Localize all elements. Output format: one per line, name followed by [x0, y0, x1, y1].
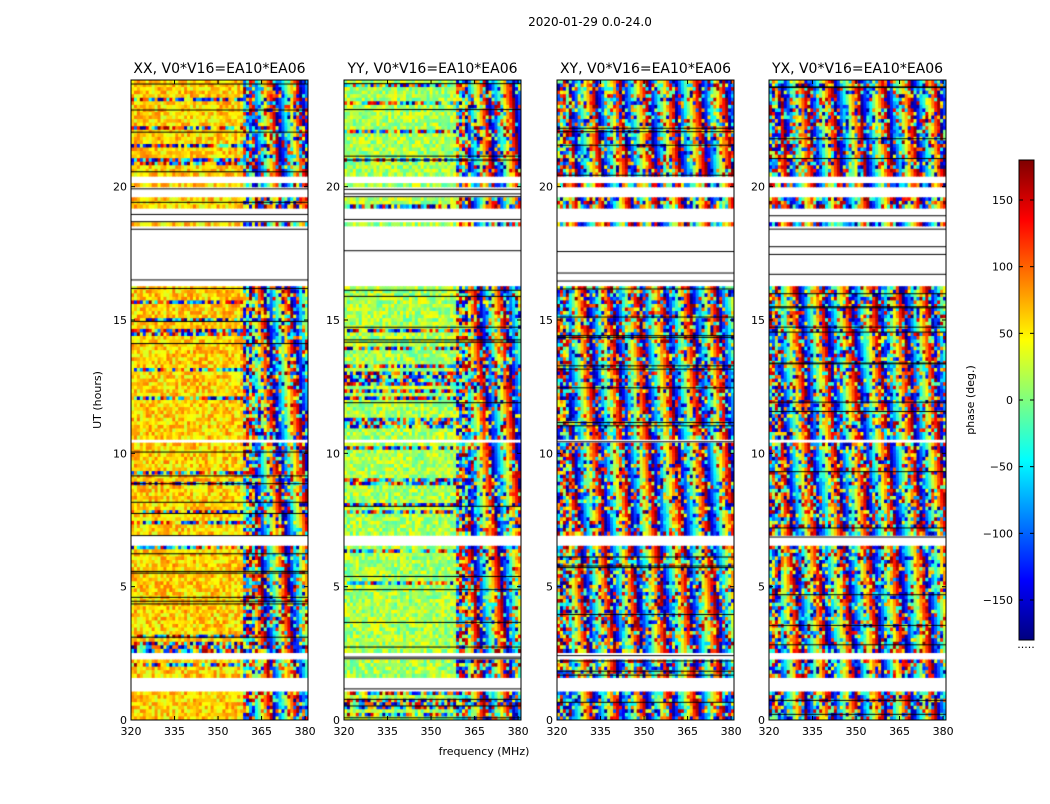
y-tick-label: 0	[120, 714, 127, 727]
colorbar-tick-label: −150	[983, 594, 1013, 607]
y-tick-label: 10	[751, 447, 765, 460]
x-tick-label: 320	[547, 725, 568, 738]
x-tick-label: 350	[846, 725, 867, 738]
y-tick-label: 10	[113, 447, 127, 460]
y-tick-label: 15	[751, 314, 765, 327]
heatmap-canvas-3	[769, 80, 946, 720]
y-tick-label: 0	[333, 714, 340, 727]
y-tick-label: 20	[326, 181, 340, 194]
panel-1: YY, V0*V16=EA10*EA06 320 335 350 365 380 0 5 10 1…	[326, 61, 529, 738]
x-tick-label: 380	[933, 725, 954, 738]
panel-frame-2	[556, 79, 735, 721]
heatmap-canvas-2	[557, 80, 734, 720]
x-tick-label: 365	[464, 725, 485, 738]
y-tick-label: 5	[758, 581, 765, 594]
x-tick-label: 335	[590, 725, 611, 738]
y-tick-label: 10	[539, 447, 553, 460]
x-tick-label: 365	[677, 725, 698, 738]
colorbar-tick-label: −100	[983, 527, 1013, 540]
heatmap-2	[557, 80, 734, 720]
y-tick-label: 0	[546, 714, 553, 727]
panel-title-0: XX, V0*V16=EA10*EA06	[133, 61, 305, 77]
x-tick-label: 335	[802, 725, 823, 738]
heatmap-0	[131, 80, 308, 720]
x-tick-label: 320	[759, 725, 780, 738]
x-tick-label: 365	[889, 725, 910, 738]
panel-title-1: YY, V0*V16=EA10*EA06	[346, 61, 517, 77]
y-tick-label: 5	[546, 581, 553, 594]
y-tick-label: 15	[539, 314, 553, 327]
panel-3: YX, V0*V16=EA10*EA06 320 335 350 365 380 0 5 10 1…	[751, 61, 954, 738]
x-tick-label: 350	[208, 725, 229, 738]
x-tick-label: 380	[508, 725, 529, 738]
y-tick-label: 10	[326, 447, 340, 460]
y-tick-label: 20	[751, 181, 765, 194]
y-tick-label: 20	[539, 181, 553, 194]
heatmap-canvas-0	[131, 80, 308, 720]
y-axis-label: UT (hours)	[91, 371, 104, 429]
panel-frame-3	[768, 79, 947, 721]
colorbar-tick-label: 100	[992, 261, 1013, 274]
y-tick-label: 0	[758, 714, 765, 727]
colorbar-tick-label: 0	[1006, 394, 1013, 407]
heatmap-1	[344, 80, 521, 720]
panel-title-2: XY, V0*V16=EA10*EA06	[560, 61, 731, 77]
x-tick-label: 365	[251, 725, 272, 738]
x-tick-label: 350	[421, 725, 442, 738]
colorbar-tick-label: 50	[999, 327, 1013, 340]
colorbar: 150 100 50 0 −50 −100 −150 phase (deg.) .....	[964, 159, 1035, 651]
colorbar-footnote: .....	[1017, 638, 1034, 651]
colorbar-label: phase (deg.)	[964, 365, 977, 435]
x-tick-label: 350	[634, 725, 655, 738]
panel-0: XX, V0*V16=EA10*EA06 320 335 350 365 380 0 5 10 1…	[113, 61, 316, 738]
x-tick-label: 335	[377, 725, 398, 738]
x-tick-label: 380	[721, 725, 742, 738]
heatmap-canvas-1	[344, 80, 521, 720]
x-tick-label: 380	[295, 725, 316, 738]
panel-frame-1	[343, 79, 522, 721]
colorbar-tick-label: 150	[992, 194, 1013, 207]
x-tick-label: 335	[164, 725, 185, 738]
suptitle: 2020-01-29 0.0-24.0	[528, 15, 652, 29]
y-tick-label: 5	[333, 581, 340, 594]
y-tick-label: 5	[120, 581, 127, 594]
x-axis-label: frequency (MHz)	[439, 745, 530, 758]
panel-frame-0	[130, 79, 309, 721]
y-tick-label: 15	[113, 314, 127, 327]
panels: XX, V0*V16=EA10*EA06 320 335 350 365 380 0 5 10 1…	[113, 61, 954, 738]
colorbar-tick-label: −50	[990, 461, 1013, 474]
colorbar-ticks: 150 100 50 0 −50 −100 −150	[983, 194, 1034, 607]
x-tick-label: 320	[121, 725, 142, 738]
panel-2: XY, V0*V16=EA10*EA06 320 335 350 365 380 0 5 10 1…	[539, 61, 742, 738]
panel-title-3: YX, V0*V16=EA10*EA06	[771, 61, 943, 77]
y-tick-label: 15	[326, 314, 340, 327]
y-tick-label: 20	[113, 181, 127, 194]
x-tick-label: 320	[334, 725, 355, 738]
heatmap-3	[769, 80, 946, 720]
